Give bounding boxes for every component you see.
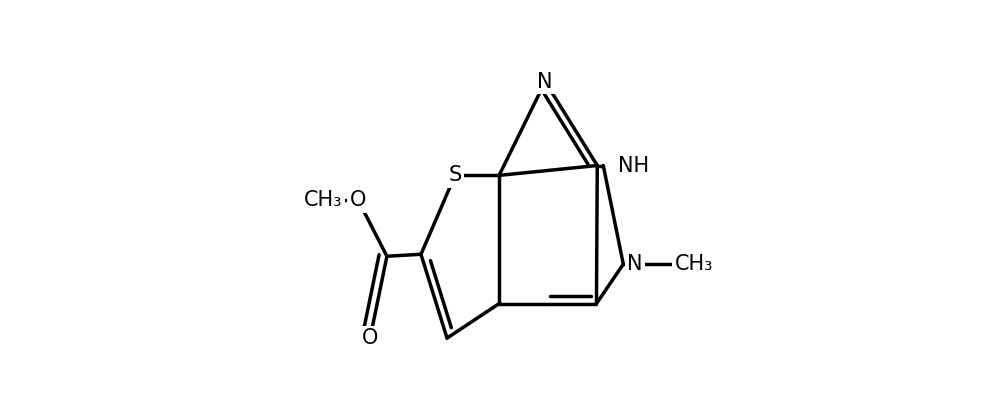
Text: S: S xyxy=(449,165,462,185)
Text: CH₃: CH₃ xyxy=(675,254,713,274)
Text: N: N xyxy=(627,254,643,274)
Text: O: O xyxy=(362,328,378,348)
Text: CH₃: CH₃ xyxy=(304,190,342,210)
Text: NH: NH xyxy=(618,156,650,175)
Text: O: O xyxy=(350,190,366,210)
Text: N: N xyxy=(537,72,553,92)
